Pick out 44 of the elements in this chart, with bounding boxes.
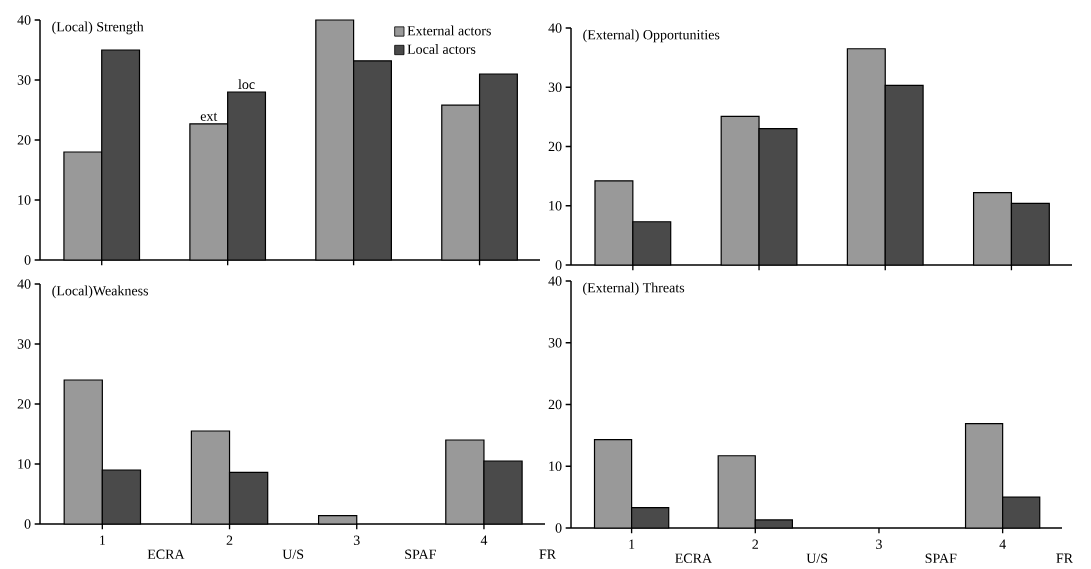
chart-title: (Local)Weakness (52, 285, 149, 299)
text: U/S (806, 553, 828, 564)
y-tick-label: 30 (17, 339, 31, 349)
x-tick-label: 1 (100, 535, 105, 545)
x-tick-label: 4 (480, 535, 488, 545)
x-tick-label: 3 (353, 535, 360, 546)
y-tick-label: 30 (548, 82, 562, 92)
y-tick-label: 20 (17, 135, 31, 145)
y-tick-label: 0 (555, 523, 562, 533)
chart-title: (Local) Strength (52, 21, 144, 35)
y-tick-label: 20 (17, 399, 31, 409)
x-tick-label: 2 (752, 539, 759, 549)
y-tick-label: 20 (548, 141, 562, 152)
text: FR (1056, 553, 1074, 563)
y-tick-label: 0 (24, 519, 31, 529)
legend-label: Local actors (407, 44, 476, 54)
chart-title: (External) Opportunities (583, 29, 720, 43)
text: SPAF (405, 549, 436, 560)
y-tick-label: 20 (548, 399, 562, 410)
y-tick-label: 30 (548, 338, 562, 348)
y-tick-label: 10 (549, 201, 562, 211)
annotation: ext (200, 112, 218, 121)
text: U/S (282, 549, 304, 560)
chart-title: (External) Threats (583, 282, 685, 296)
y-tick-label: 40 (548, 23, 562, 33)
y-tick-label: 40 (17, 15, 31, 25)
y-tick-label: 10 (18, 459, 31, 469)
y-tick-label: 40 (17, 279, 31, 289)
legend-label: External actors (407, 25, 491, 36)
text: SPAF (925, 553, 957, 564)
x-tick-label: 4 (999, 539, 1006, 549)
x-tick-label: 2 (226, 535, 233, 545)
y-tick-label: 30 (17, 75, 31, 85)
annotation: loc (238, 79, 255, 90)
y-tick-label: 10 (549, 461, 562, 471)
x-tick-label: 3 (876, 539, 882, 550)
y-tick-label: 0 (24, 255, 31, 265)
y-tick-label: 10 (18, 195, 31, 205)
y-tick-label: 0 (555, 260, 562, 270)
text: FR (539, 549, 557, 559)
x-tick-label: 1 (629, 539, 635, 549)
y-tick-label: 40 (548, 276, 562, 286)
text: ECRA (675, 553, 713, 564)
text: ECRA (147, 549, 185, 560)
